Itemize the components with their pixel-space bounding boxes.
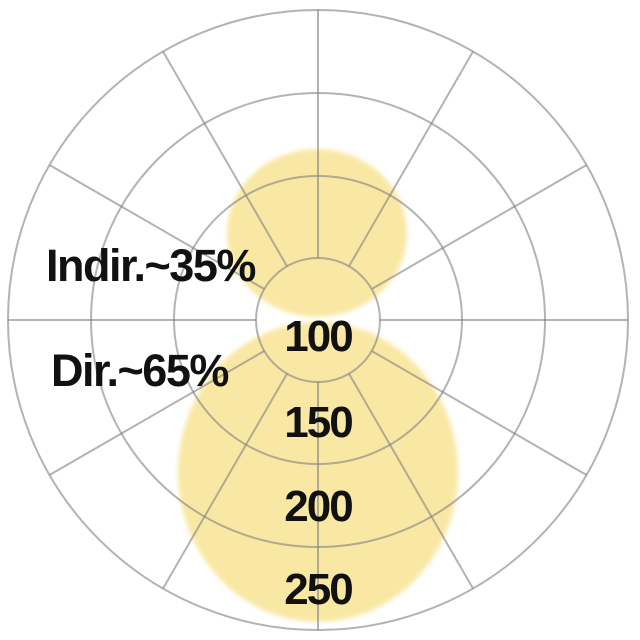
ring-scale-label-250: 250 [284,565,353,614]
direct-share-label: Dir.~65% [51,345,229,396]
spoke-210 [162,373,288,589]
spoke-120 [371,350,587,476]
ring-scale-label-200: 200 [284,482,353,531]
spoke-60 [371,164,587,290]
indirect-share-label: Indir.~35% [46,240,256,291]
ring-scale-label-150: 150 [284,398,353,447]
polar-grid-spokes [8,10,628,630]
ring-scale-label-100: 100 [284,312,353,361]
spoke-150 [348,373,474,589]
spoke-240 [49,350,265,476]
spoke-330 [162,51,288,267]
spoke-300 [49,164,265,290]
spoke-30 [348,51,474,267]
